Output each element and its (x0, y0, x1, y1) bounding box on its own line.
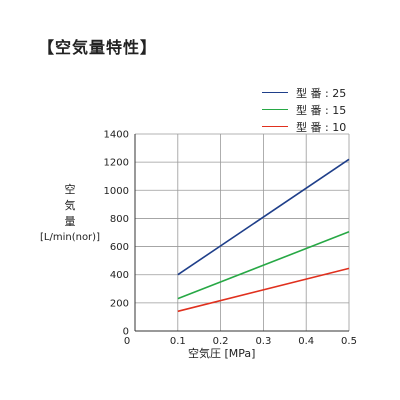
legend-label-10: 型 番 : 10 (296, 120, 347, 134)
y-axis-label-char: 量 (64, 215, 76, 228)
legend-swatch-25 (262, 92, 288, 93)
legend-swatch-15 (262, 109, 288, 110)
chart-title: 【空気量特性】 (38, 38, 158, 57)
x-tick-label: 0.5 (341, 336, 357, 347)
y-tick-label: 1000 (104, 186, 129, 197)
legend-label-15: 型 番 : 15 (296, 103, 347, 117)
y-tick-label: 800 (110, 214, 129, 225)
legend-item-15: 型 番 : 15 (262, 101, 346, 118)
legend-item-10: 型 番 : 10 (262, 118, 346, 135)
y-tick-label: 1200 (104, 158, 129, 169)
y-tick-label: 1400 (104, 130, 129, 141)
series-line (177, 267, 350, 313)
x-tick-label: 0 (124, 336, 130, 347)
legend-swatch-10 (262, 126, 288, 127)
x-tick-label: 0.3 (255, 336, 271, 347)
x-tick-label: 0.2 (213, 336, 229, 347)
y-axis-label-char: 空 (64, 183, 76, 196)
y-axis-unit: [L/min(nor)] (40, 232, 100, 243)
y-tick-label: 200 (110, 298, 129, 309)
y-axis-label: 空 気 量 [L/min(nor)] (20, 182, 120, 246)
legend-label-25: 型 番 : 25 (296, 86, 347, 100)
y-tick-label: 600 (110, 242, 129, 253)
series-line (177, 231, 350, 300)
y-tick-label: 0 (123, 327, 129, 338)
legend: 型 番 : 25 型 番 : 15 型 番 : 10 (262, 84, 346, 135)
x-tick-label: 0.1 (170, 336, 186, 347)
legend-item-25: 型 番 : 25 (262, 84, 346, 101)
y-tick-label: 400 (110, 270, 129, 281)
x-axis-label: 空気圧 [MPa] (188, 347, 256, 360)
series-line (177, 158, 350, 276)
x-tick-label: 0.4 (298, 336, 314, 347)
y-axis-label-char: 気 (64, 199, 76, 212)
